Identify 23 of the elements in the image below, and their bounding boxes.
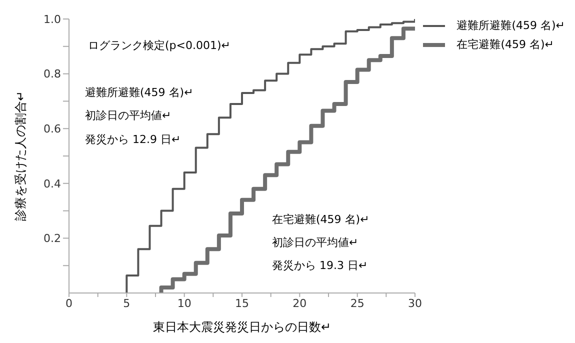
legend-label: 避難所避難(459 名)↵	[456, 18, 565, 34]
y-tick-label: 1.0	[44, 12, 61, 26]
y-tick-label: 0.2	[44, 232, 61, 246]
annotation: 初診日の平均値↵	[85, 108, 172, 123]
y-tick-label: 0.8	[44, 68, 61, 81]
y-axis-title: 診療を受けた人の割合↵	[13, 90, 28, 222]
annotation: 初診日の平均値↵	[272, 235, 358, 250]
annotation: 在宅避難(459 名)↵	[272, 212, 370, 227]
annotation: 発災から 19.3 日↵	[272, 258, 368, 273]
x-tick-label: 0	[66, 296, 72, 310]
annotation: 避難所避難(459 名)↵	[85, 85, 194, 100]
annotation: 発災から 12.9 日↵	[85, 132, 181, 147]
x-tick-label: 25	[350, 296, 364, 310]
x-tick-label: 30	[408, 296, 422, 310]
x-tick-label: 5	[123, 296, 130, 310]
y-tick-label: 0.6	[44, 122, 61, 136]
x-tick-label: 15	[235, 296, 249, 310]
annotation: ログランク検定(p<0.001)↵	[88, 38, 230, 53]
legend-label: 在宅避難(459 名)↵	[456, 37, 554, 53]
x-tick-label: 20	[292, 296, 307, 310]
x-tick-label: 10	[177, 296, 192, 310]
y-tick-label: 0.4	[44, 177, 61, 190]
x-axis-title: 東日本大震災発災日からの日数↵	[152, 320, 332, 334]
